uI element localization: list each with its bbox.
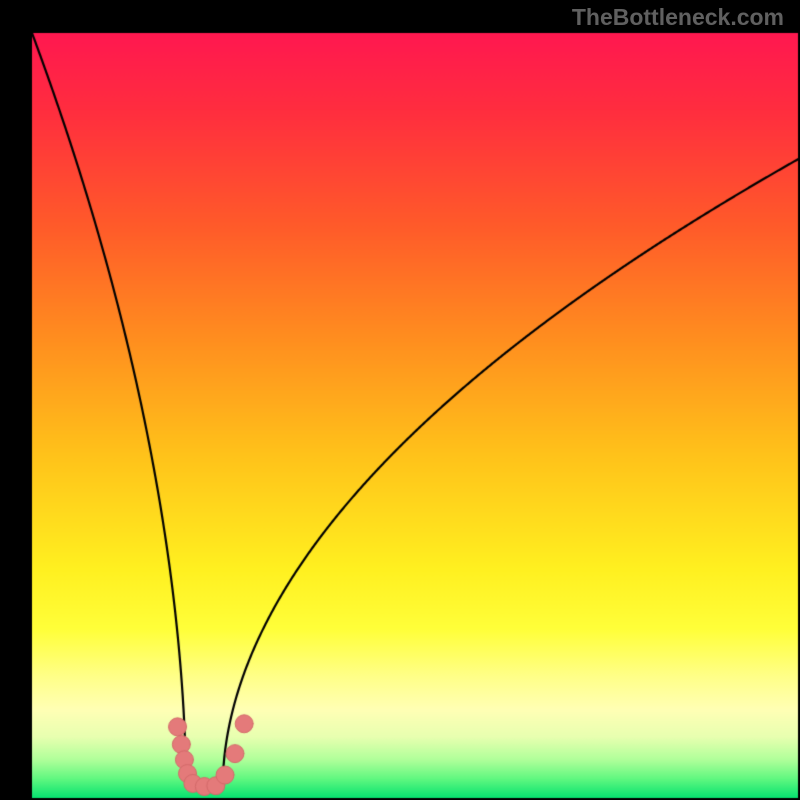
bottleneck-chart-canvas	[0, 0, 800, 800]
watermark-text: TheBottleneck.com	[572, 4, 784, 31]
